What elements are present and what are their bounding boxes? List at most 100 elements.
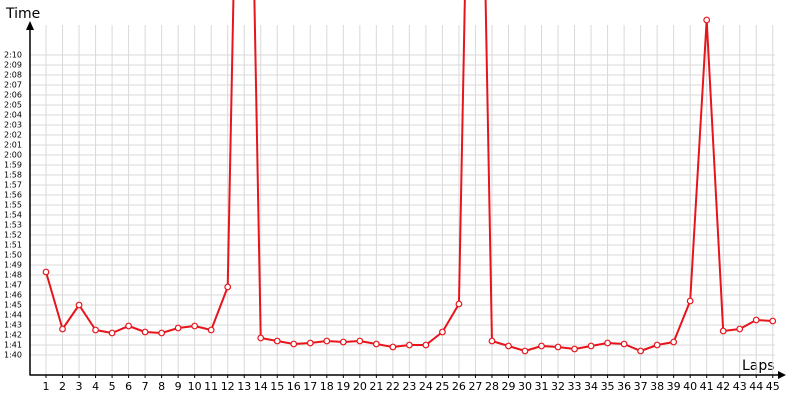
data-point	[257, 334, 265, 342]
data-point	[670, 338, 678, 346]
data-point	[422, 341, 430, 349]
x-tick-label: 34	[584, 380, 598, 393]
x-tick-label: 3	[76, 380, 83, 393]
x-tick-label: 4	[92, 380, 99, 393]
y-tick-label: 2:08	[4, 71, 22, 80]
y-tick-label: 2:05	[4, 101, 22, 110]
data-point	[719, 327, 727, 335]
x-tick-label: 25	[435, 380, 449, 393]
data-point	[339, 338, 347, 346]
y-tick-label: 1:50	[4, 251, 22, 260]
data-point	[323, 337, 331, 345]
x-tick-label: 10	[188, 380, 202, 393]
data-point	[752, 316, 760, 324]
data-point	[439, 328, 446, 336]
y-tick-label: 2:00	[4, 151, 22, 160]
data-point	[372, 340, 380, 348]
y-tick-label: 1:53	[4, 221, 22, 230]
data-point	[273, 337, 281, 345]
y-axis-label: Time	[5, 6, 40, 22]
y-tick-label: 1:51	[4, 241, 22, 250]
data-point	[538, 342, 545, 350]
data-point	[769, 317, 777, 325]
x-tick-label: 6	[125, 380, 132, 393]
data-point	[455, 300, 463, 308]
x-tick-label: 18	[320, 380, 334, 393]
y-tick-label: 1:40	[4, 351, 22, 360]
y-tick-label: 2:07	[4, 81, 22, 90]
y-tick-label: 1:59	[4, 161, 22, 170]
x-tick-label: 2	[59, 380, 66, 393]
x-tick-label: 42	[716, 380, 730, 393]
data-point	[224, 283, 232, 291]
data-point	[158, 329, 166, 337]
y-tick-label: 1:56	[4, 191, 22, 200]
data-point	[571, 345, 578, 353]
y-tick-label: 1:47	[4, 281, 22, 290]
y-tick-label: 1:48	[4, 271, 22, 280]
x-tick-label: 7	[142, 380, 149, 393]
y-tick-label: 2:04	[4, 111, 22, 120]
x-tick-label: 9	[175, 380, 182, 393]
x-tick-label: 35	[601, 380, 615, 393]
x-tick-label: 5	[109, 380, 116, 393]
x-tick-label: 1	[43, 380, 50, 393]
x-tick-label: 11	[204, 380, 218, 393]
x-tick-label: 24	[419, 380, 433, 393]
y-tick-label: 1:54	[4, 211, 22, 220]
x-tick-label: 39	[667, 380, 681, 393]
x-axis-label: Laps	[742, 358, 775, 374]
data-point	[637, 347, 645, 355]
x-tick-label: 45	[766, 380, 780, 393]
data-point	[290, 340, 298, 348]
x-tick-label: 40	[683, 380, 697, 393]
y-tick-label: 1:41	[4, 341, 22, 350]
y-tick-label: 2:03	[4, 121, 22, 130]
data-point	[604, 339, 611, 347]
y-tick-label: 1:57	[4, 181, 22, 190]
data-point	[174, 324, 182, 332]
data-point	[125, 322, 132, 330]
x-tick-label: 8	[158, 380, 165, 393]
x-tick-label: 20	[353, 380, 367, 393]
x-tick-label: 21	[369, 380, 383, 393]
data-point	[207, 326, 215, 334]
data-point	[108, 329, 116, 337]
y-tick-label: 2:10	[4, 51, 22, 60]
data-point	[620, 340, 628, 348]
x-tick-label: 28	[485, 380, 499, 393]
x-tick-label: 43	[733, 380, 747, 393]
y-axis-arrow	[26, 21, 34, 30]
x-tick-label: 37	[634, 380, 648, 393]
data-point	[736, 325, 744, 333]
data-point	[42, 268, 50, 276]
x-tick-label: 30	[518, 380, 532, 393]
x-tick-label: 15	[270, 380, 284, 393]
x-tick-label: 14	[254, 380, 268, 393]
plot-area	[42, 0, 777, 355]
y-tick-label: 1:46	[4, 291, 22, 300]
y-tick-label: 2:02	[4, 131, 22, 140]
x-tick-label: 36	[617, 380, 631, 393]
x-axis-arrow	[778, 371, 786, 379]
x-tick-label: 17	[303, 380, 317, 393]
y-tick-label: 2:09	[4, 61, 22, 70]
y-tick-label: 1:49	[4, 261, 22, 270]
data-point	[389, 343, 397, 351]
x-tick-label: 29	[501, 380, 515, 393]
data-point	[521, 347, 529, 355]
y-tick-label: 1:52	[4, 231, 22, 240]
x-tick-label: 33	[568, 380, 582, 393]
x-tick-label: 16	[287, 380, 301, 393]
data-point	[306, 339, 314, 347]
y-tick-label: 2:01	[4, 141, 22, 150]
y-tick-label: 1:43	[4, 321, 22, 330]
data-point	[405, 341, 413, 349]
x-tick-label: 26	[452, 380, 466, 393]
x-tick-label: 23	[402, 380, 416, 393]
data-point	[356, 337, 364, 345]
y-tick-label: 1:42	[4, 331, 22, 340]
x-tick-label: 19	[336, 380, 350, 393]
data-point	[587, 342, 595, 350]
